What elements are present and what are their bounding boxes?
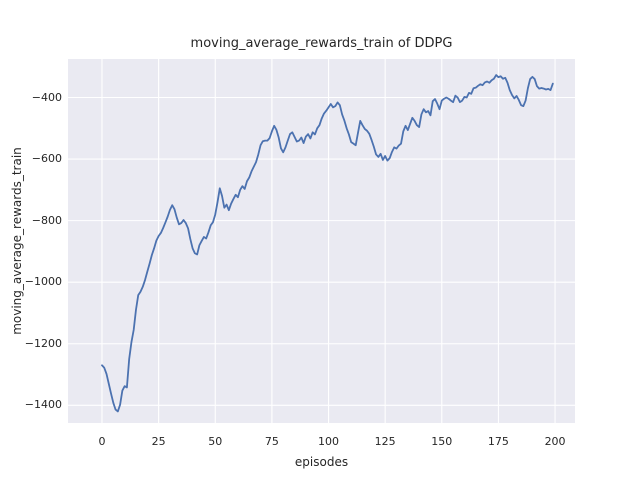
plot-area	[68, 59, 575, 423]
y-tick-label: −600	[31, 152, 62, 166]
series-line	[101, 74, 554, 413]
x-axis-label: episodes	[294, 455, 349, 469]
x-tick-label: 25	[151, 435, 166, 448]
x-tick-label: 100	[318, 435, 340, 448]
x-tick-label: 175	[487, 435, 509, 448]
x-tick-label: 0	[98, 435, 106, 448]
y-tick-label: −1200	[24, 336, 62, 350]
x-tick-label: 50	[208, 435, 223, 448]
y-tick-label: −1000	[24, 275, 62, 289]
y-tick-label: −1400	[24, 398, 62, 412]
y-tick-label: −400	[31, 90, 62, 104]
chart-title: moving_average_rewards_train of DDPG	[190, 36, 453, 51]
y-axis-label: moving_average_rewards_train	[10, 147, 24, 335]
x-tick-label: 125	[374, 435, 396, 448]
y-tick-label: −800	[31, 213, 62, 227]
x-tick-label: 200	[544, 435, 566, 448]
plot-canvas	[68, 59, 575, 423]
x-tick-label: 150	[431, 435, 453, 448]
x-tick-label: 75	[264, 435, 279, 448]
